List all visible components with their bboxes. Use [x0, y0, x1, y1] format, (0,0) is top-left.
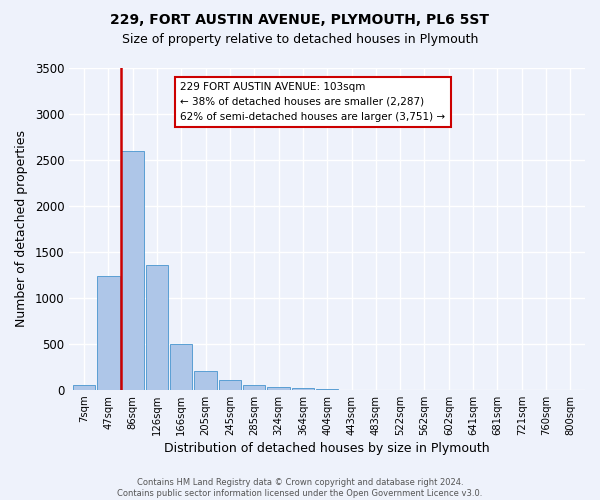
Y-axis label: Number of detached properties: Number of detached properties	[15, 130, 28, 327]
X-axis label: Distribution of detached houses by size in Plymouth: Distribution of detached houses by size …	[164, 442, 490, 455]
Bar	[292, 388, 314, 390]
Bar	[194, 372, 217, 390]
Bar	[219, 380, 241, 390]
Bar	[121, 152, 144, 390]
Bar	[73, 385, 95, 390]
Bar	[243, 385, 265, 390]
Bar	[146, 266, 168, 390]
Text: 229 FORT AUSTIN AVENUE: 103sqm
← 38% of detached houses are smaller (2,287)
62% : 229 FORT AUSTIN AVENUE: 103sqm ← 38% of …	[180, 82, 445, 122]
Text: Contains HM Land Registry data © Crown copyright and database right 2024.
Contai: Contains HM Land Registry data © Crown c…	[118, 478, 482, 498]
Bar	[97, 276, 119, 390]
Bar	[170, 344, 193, 390]
Text: 229, FORT AUSTIN AVENUE, PLYMOUTH, PL6 5ST: 229, FORT AUSTIN AVENUE, PLYMOUTH, PL6 5…	[110, 12, 490, 26]
Text: Size of property relative to detached houses in Plymouth: Size of property relative to detached ho…	[122, 32, 478, 46]
Bar	[268, 387, 290, 390]
